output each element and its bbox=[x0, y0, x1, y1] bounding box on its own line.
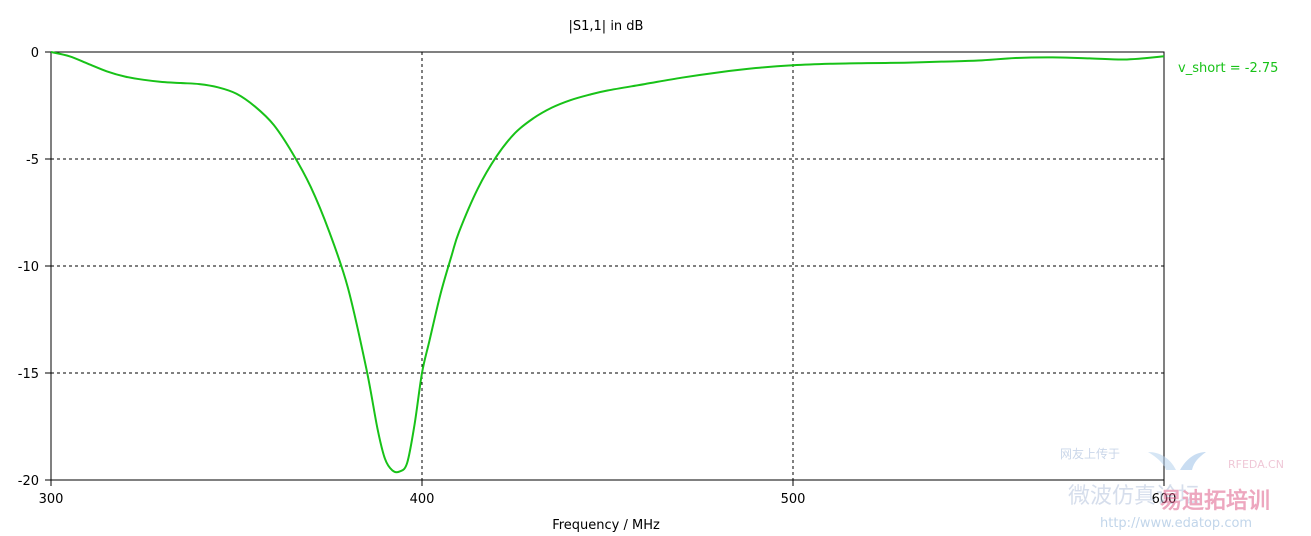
x-tick-label: 600 bbox=[1152, 492, 1177, 507]
legend-entry-v-short: v_short = -2.75 bbox=[1178, 61, 1278, 76]
y-tick-label: 0 bbox=[31, 46, 39, 61]
bird-logo-icon bbox=[1148, 452, 1206, 470]
chart-title: |S1,1| in dB bbox=[569, 19, 644, 34]
x-tick-label: 400 bbox=[410, 492, 435, 507]
watermark-cn-large: 微波仿真论坛 bbox=[1068, 484, 1200, 509]
x-tick-label: 300 bbox=[39, 492, 64, 507]
y-tick-label: -20 bbox=[18, 474, 39, 489]
watermark-cn-small: 网友上传于 bbox=[1060, 446, 1120, 461]
watermark-brand: RFEDA.CN bbox=[1228, 458, 1284, 471]
watermark-url: http://www.edatop.com bbox=[1100, 516, 1252, 531]
series-line-v-short bbox=[50, 51, 1165, 474]
x-tick-label: 500 bbox=[781, 492, 806, 507]
y-tick-label: -10 bbox=[18, 260, 39, 275]
y-tick-label: -15 bbox=[18, 367, 39, 382]
y-axis-ticks: 0 -5 -10 -15 -20 bbox=[18, 46, 51, 489]
watermark: 网友上传于 RFEDA.CN 微波仿真论坛 易迪拓培训 http://www.e… bbox=[1060, 446, 1284, 531]
plot-area-frame bbox=[50, 51, 1165, 481]
grid-lines bbox=[51, 52, 1164, 480]
watermark-cn-large-2: 易迪拓培训 bbox=[1160, 488, 1270, 514]
y-tick-label: -5 bbox=[26, 153, 39, 168]
x-axis-ticks: 300 400 500 600 bbox=[39, 480, 1177, 507]
x-axis-label: Frequency / MHz bbox=[552, 518, 660, 533]
